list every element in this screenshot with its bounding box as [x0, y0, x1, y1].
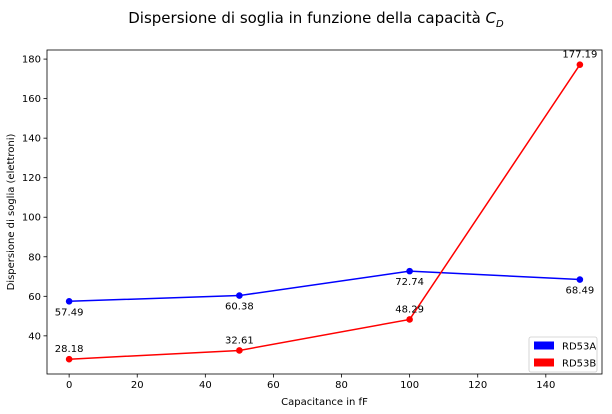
data-label: 72.74: [395, 277, 424, 288]
x-tick-label: 0: [66, 380, 72, 391]
chart-title-symbol: C: [486, 9, 497, 27]
legend-label: RD53A: [562, 342, 596, 353]
data-label: 68.49: [566, 286, 595, 297]
legend-label: RD53B: [562, 359, 596, 370]
data-label: 28.18: [55, 344, 84, 355]
data-point: [65, 297, 73, 305]
chart-title: Dispersione di soglia in funzione della …: [128, 9, 504, 30]
y-tick-label: 100: [22, 213, 41, 224]
data-point: [65, 355, 73, 363]
plot-area: 0 20 40 60 80 100 120 140 40 60 80 100 120 140 160 180 5…: [22, 50, 597, 391]
chart-title-text: Dispersione di soglia in funzione della …: [128, 9, 485, 27]
y-tick-label: 140: [22, 134, 41, 145]
x-tick-label: 40: [199, 380, 212, 391]
y-tick-label: 80: [28, 252, 41, 263]
x-tick-label: 100: [400, 380, 419, 391]
data-point: [236, 347, 243, 354]
y-tick-label: 160: [22, 94, 41, 105]
data-point: [236, 292, 243, 299]
x-tick-label: 60: [267, 380, 280, 391]
x-tick-label: 120: [468, 380, 487, 391]
series-line-rd53b: [69, 64, 581, 360]
data-label: 60.38: [225, 302, 254, 313]
x-axis-label: Capacitance in fF: [281, 397, 368, 408]
x-tick-label: 140: [536, 380, 555, 391]
x-tick-label: 80: [335, 380, 348, 391]
legend-swatch: [534, 341, 554, 350]
data-point: [406, 267, 413, 275]
series-line-rd53a: [69, 270, 580, 303]
y-tick-label: 180: [22, 55, 41, 66]
data-label: 48.29: [395, 304, 424, 315]
x-tick-label: 20: [131, 380, 144, 391]
y-tick-label: 120: [22, 173, 41, 184]
data-point: [576, 276, 584, 283]
chart-title-subscript: D: [496, 19, 504, 30]
data-point: [576, 61, 584, 68]
plot-frame: [46, 49, 603, 375]
data-label: 177.19: [562, 50, 597, 61]
legend: RD53A RD53B: [528, 336, 598, 373]
y-tick-label: 40: [28, 331, 41, 342]
data-point: [406, 316, 413, 323]
data-label: 57.49: [55, 307, 84, 318]
y-axis-label: Dispersione di soglia (elettroni): [6, 134, 17, 291]
data-label: 32.61: [225, 335, 254, 346]
legend-swatch: [534, 358, 554, 367]
y-tick-label: 60: [28, 292, 41, 303]
